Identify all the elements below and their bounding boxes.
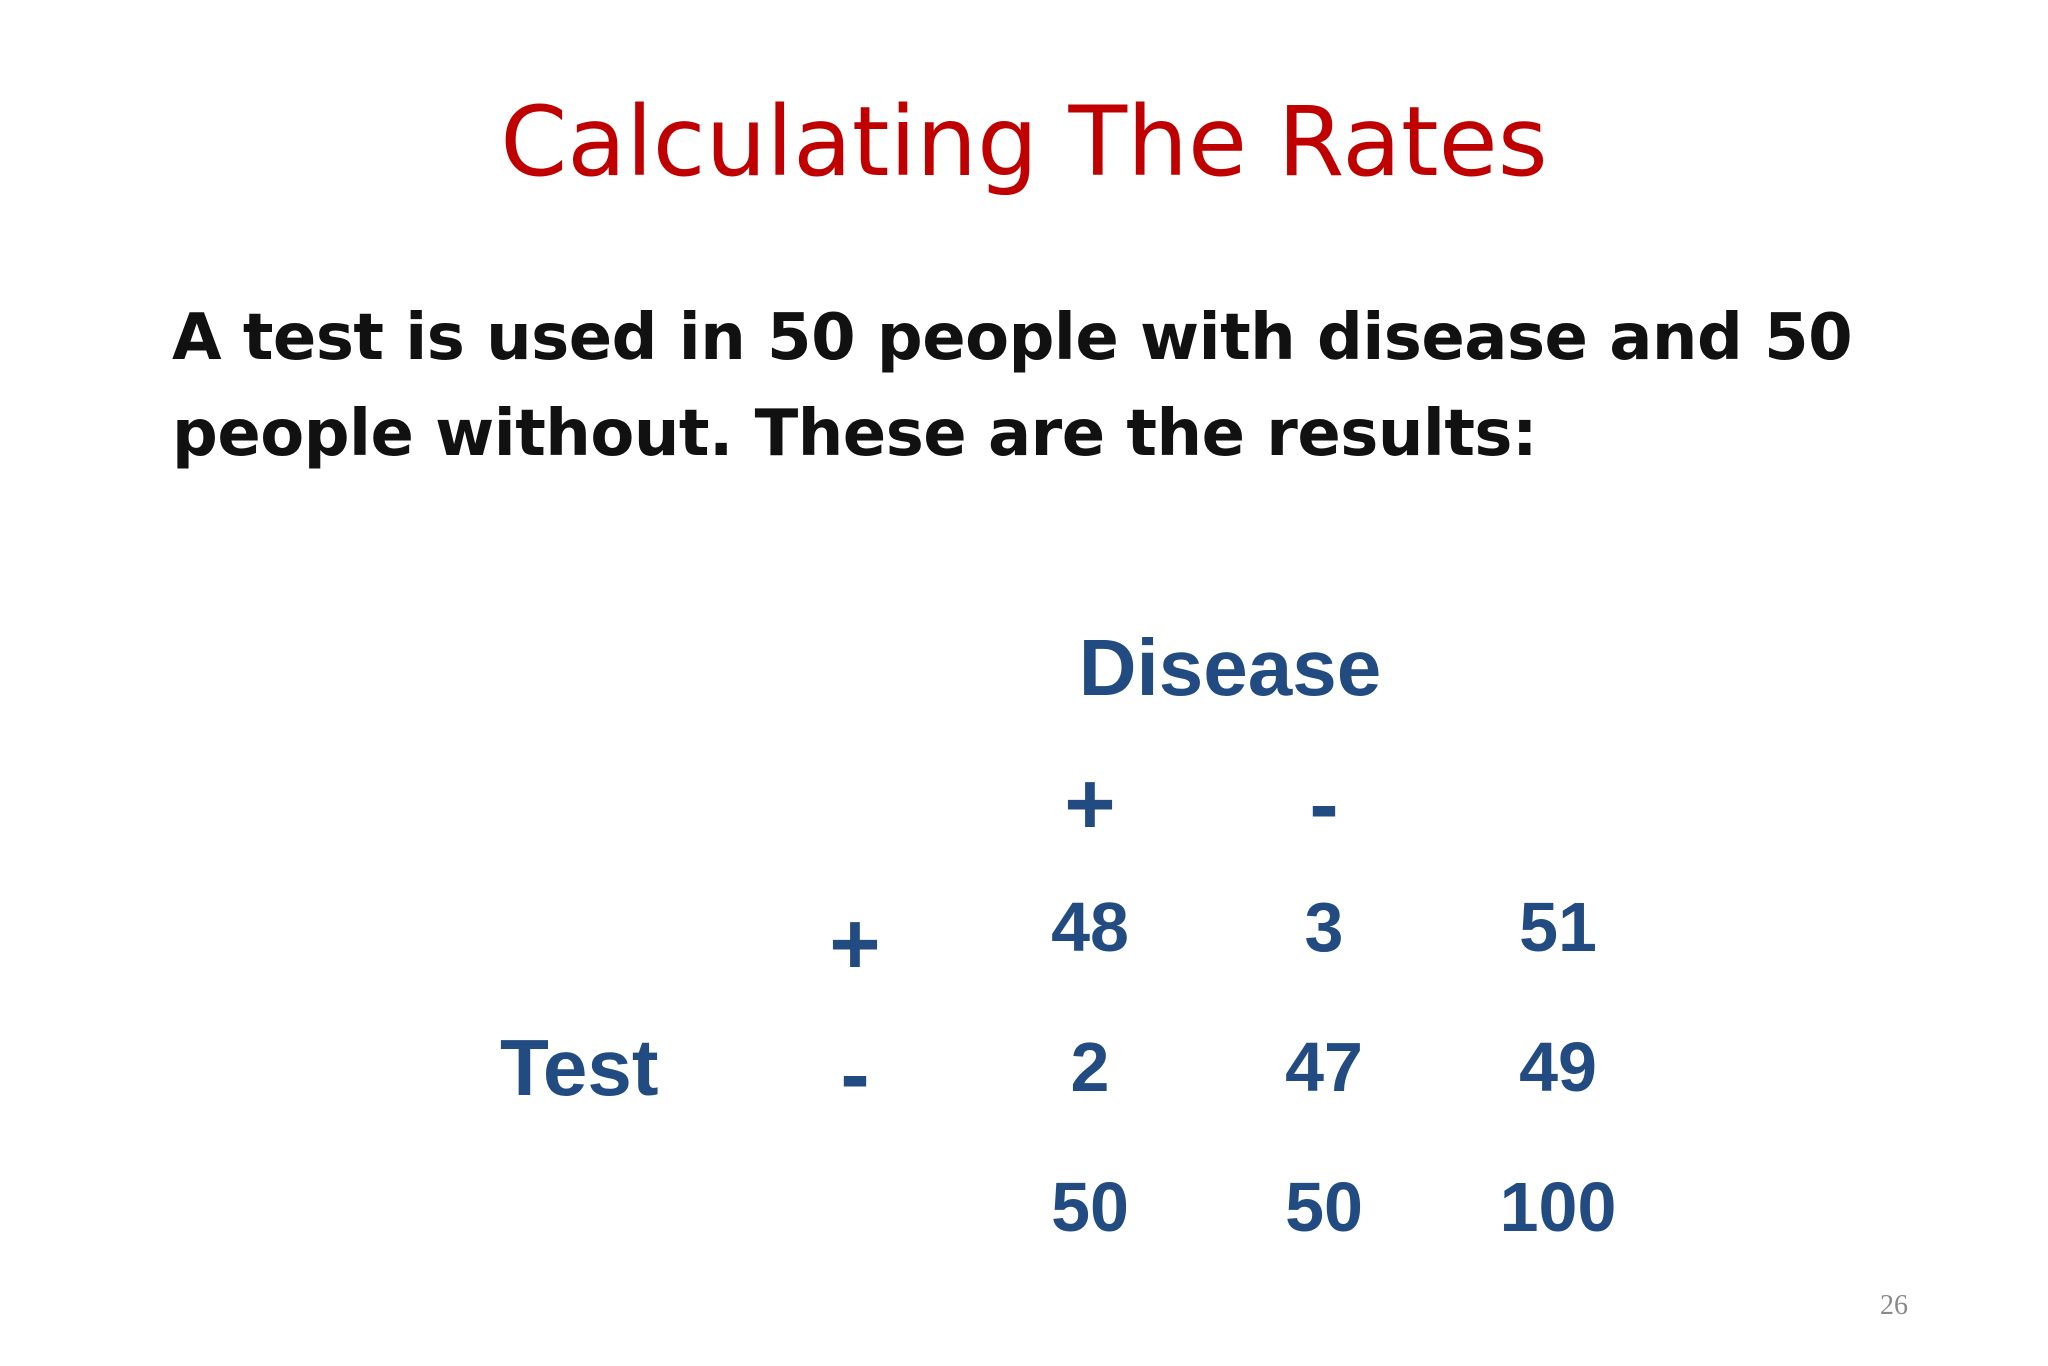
disease-negative-sign: - (1309, 754, 1339, 853)
page-number: 26 (1880, 1290, 1908, 1321)
table-cell: 2 (1070, 1028, 1110, 1106)
test-positive-sign: + (829, 894, 881, 993)
table-cell: 50 (1285, 1168, 1363, 1246)
test-row-header: Test (500, 1023, 659, 1112)
table-cell: 3 (1304, 888, 1344, 966)
disease-positive-sign: + (1064, 754, 1116, 853)
table-cell: 47 (1285, 1028, 1363, 1106)
intro-text: A test is used in 50 people with disease… (172, 301, 1853, 471)
table-cell: 50 (1051, 1168, 1129, 1246)
disease-column-header: Disease (1078, 623, 1382, 712)
table-cell: 51 (1519, 888, 1597, 966)
slide-title: Calculating The Rates (500, 86, 1548, 198)
table-cell: 100 (1499, 1168, 1617, 1246)
test-negative-sign: - (840, 1024, 870, 1123)
table-cell: 48 (1051, 888, 1129, 966)
table-cell: 49 (1519, 1028, 1597, 1106)
